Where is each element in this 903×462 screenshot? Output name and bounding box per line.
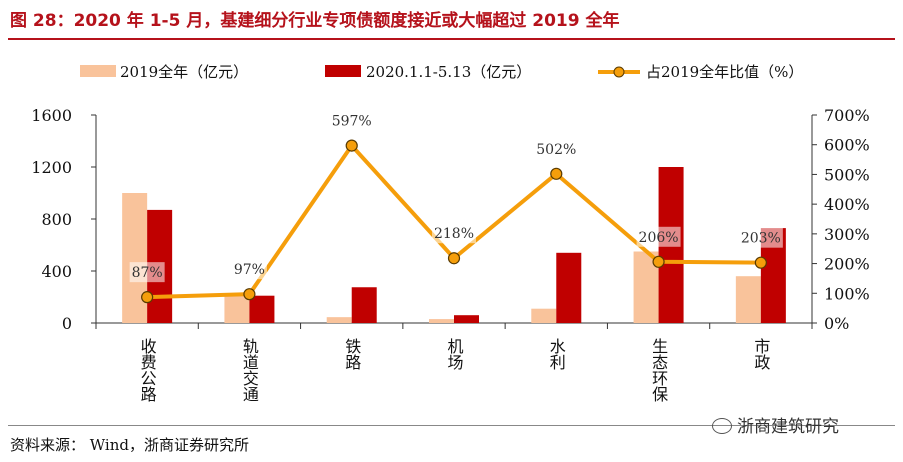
legend-swatch-2020 [325,65,361,77]
category-label: 机场 [445,338,464,371]
legend-label-ratio: 占2019全年比值（%） [646,63,803,81]
bar-2020 [249,295,275,323]
category-label: 市政 [751,338,770,370]
ratio-data-label: 502% [536,142,576,158]
right-axis-tick-label: 100% [824,284,870,303]
ratio-marker [447,252,461,265]
category-label: 生态环保 [649,338,668,402]
ratio-marker [345,139,358,152]
bar-2020 [454,315,479,323]
source-note: 资料来源： Wind，浙商证券研究所 [10,436,249,454]
data-label-bg [129,262,165,283]
figure-title: 图 28：2020 年 1-5 月，基建细分行业专项债额度接近或大幅超过 201… [10,11,620,31]
bar-2019 [735,276,761,323]
data-label-bg [231,259,267,280]
ratio-data-label: 206% [639,230,679,246]
data-label-bg [636,226,681,247]
category-label: 水利 [547,338,566,370]
ratio-data-label: 87% [132,265,163,281]
ratio-data-label: 597% [332,114,372,130]
right-axis-tick-label: 700% [824,106,870,125]
legend: 2019全年（亿元） 2020.1.1-5.13（亿元） 占2019全年比值（%） [80,63,803,81]
left-axis-tick-label: 1200 [31,158,72,177]
left-axis-tick-label: 400 [41,262,72,281]
right-axis-tick-label: 0% [824,314,849,333]
bar-2019 [326,317,352,323]
data-label-bg [738,227,783,248]
right-axis-tick-label: 200% [824,255,870,274]
data-label-bg [432,223,476,244]
axes: 0 400 800 1200 1600 0% 100% 200% 300% 400% 500% 600… [31,106,869,402]
bars [122,167,786,323]
legend-swatch-2019 [80,65,116,77]
ratio-marker [243,288,256,301]
bar-2020 [556,252,582,323]
data-label-bg [534,138,579,159]
right-axis-tick-label: 600% [824,136,870,155]
legend-marker-ratio [613,66,625,78]
left-axis-tick-label: 0 [62,314,72,333]
ratio-line [141,139,767,304]
ratio-data-label: 218% [434,226,474,242]
legend-label-2020: 2020.1.1-5.13（亿元） [366,63,531,81]
ratio-marker [754,256,767,269]
bar-2020 [351,287,377,323]
title-rule [8,38,895,40]
bar-2019 [122,193,148,323]
data-labels: 87% 97% 597% 218% 502% 206% 203% [129,110,783,283]
bar-2019 [224,294,250,323]
footer-rule [8,425,895,426]
category-label: 铁路 [342,338,361,370]
ratio-marker [652,255,665,268]
ratio-marker [141,291,154,304]
watermark: 浙商建筑研究 [712,412,839,437]
wechat-icon [712,418,732,434]
chart: 2019全年（亿元） 2020.1.1-5.13（亿元） 占2019全年比值（%） … [31,63,869,402]
bar-2019 [429,319,454,323]
ratio-marker [550,167,563,180]
right-axis-tick-label: 500% [824,165,870,184]
left-axis-tick-label: 1600 [31,106,72,125]
data-label-bg [329,110,374,131]
right-axis-tick-label: 300% [824,225,870,244]
ratio-data-label: 203% [741,231,781,247]
legend-label-2019: 2019全年（亿元） [120,63,248,81]
right-axis-tick-label: 400% [824,195,870,214]
category-label: 轨道交通 [240,338,259,402]
ratio-data-label: 97% [234,262,265,278]
watermark-text: 浙商建筑研究 [737,417,839,437]
bar-2019 [531,308,557,323]
category-label: 收费公路 [138,338,157,402]
left-axis-tick-label: 800 [41,210,72,229]
